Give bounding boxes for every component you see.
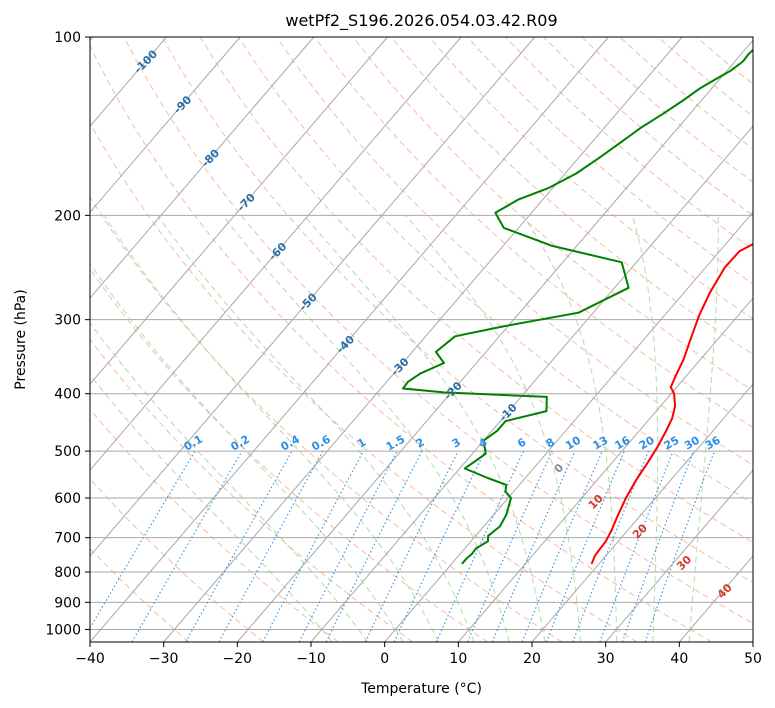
dry-adiabat — [390, 37, 753, 355]
dry-adiabat — [90, 338, 414, 642]
moist-adiabat — [222, 214, 510, 642]
isotherm — [90, 37, 536, 557]
x-axis-label: Temperature (°C) — [360, 681, 482, 697]
moist-adiabat — [688, 215, 719, 642]
mixing-ratio-line — [262, 450, 364, 642]
x-tick-label: 30 — [597, 651, 615, 667]
y-tick-label: 300 — [54, 313, 81, 329]
isotherm — [90, 37, 609, 642]
y-tick-label: 1000 — [45, 622, 81, 638]
temperature-profile — [590, 242, 753, 565]
y-tick-label: 700 — [54, 531, 81, 547]
isotherm — [90, 37, 241, 213]
plot-frame — [89, 36, 754, 643]
x-tick-label: 40 — [670, 651, 688, 667]
isotherm — [310, 125, 753, 642]
isotherm — [457, 297, 753, 642]
chart-title: wetPf2_S196.2026.054.03.42.R09 — [285, 11, 557, 31]
x-tick-label: −10 — [296, 651, 326, 667]
x-tick-label: −40 — [75, 651, 105, 667]
mixing-ratio-line — [621, 450, 695, 642]
mixing-ratio-line — [466, 450, 553, 642]
mixing-ratio-line — [599, 450, 674, 642]
moist-adiabat — [405, 214, 582, 642]
dry-adiabat — [123, 37, 753, 624]
profile-lines — [402, 48, 753, 565]
dry-adiabat — [90, 44, 712, 642]
dry-adiabat — [581, 37, 753, 183]
y-tick-label: 600 — [54, 491, 81, 507]
moist-adiabat — [90, 262, 404, 642]
y-tick-label: 800 — [54, 565, 81, 581]
y-tick-label: 900 — [54, 595, 81, 611]
mixing-ratio-line — [185, 450, 293, 642]
dry-adiabat — [161, 37, 753, 584]
mixing-ratio-line — [325, 450, 423, 642]
moist-adiabat — [157, 215, 475, 642]
y-tick-label: 100 — [54, 30, 81, 46]
x-tick-label: −20 — [223, 651, 253, 667]
dry-adiabat — [90, 478, 264, 642]
dry-adiabat — [90, 122, 638, 642]
dry-adiabat — [90, 268, 488, 642]
moist-adiabat — [103, 215, 439, 642]
mixing-ratio-line — [218, 450, 324, 642]
mixing-ratio-line — [644, 450, 716, 642]
mixing-ratio-line — [545, 450, 625, 642]
moist-adiabat — [90, 373, 333, 642]
isotherm — [90, 37, 315, 299]
isotherm — [531, 383, 753, 642]
x-tick-label: 0 — [380, 651, 389, 667]
background-grid — [90, 37, 753, 642]
x-tick-label: 10 — [449, 651, 467, 667]
isotherm — [90, 37, 388, 385]
dry-adiabat — [314, 37, 753, 429]
moist-adiabat — [90, 322, 369, 642]
x-tick-label: 50 — [744, 651, 762, 667]
dry-adiabat — [238, 37, 753, 504]
mixing-ratio-line — [521, 450, 603, 642]
dry-adiabat — [619, 37, 753, 150]
moist-adiabat — [631, 215, 659, 642]
x-tick-label: −30 — [149, 651, 179, 667]
mixing-ratio-line — [491, 450, 576, 642]
mixing-ratio-line — [572, 450, 650, 642]
x-tick-label: 20 — [523, 651, 541, 667]
dewpoint-profile — [402, 48, 753, 565]
isotherm — [605, 469, 753, 642]
isotherm — [384, 211, 753, 642]
axes: −40 −30 −20 −10 0 10 20 30 40 50 100 200 300 400 500 60… — [45, 30, 762, 667]
dry-adiabat — [199, 37, 753, 544]
isotherm — [163, 37, 683, 642]
isotherm — [90, 37, 462, 471]
isotherm — [236, 39, 753, 642]
y-tick-label: 200 — [54, 208, 81, 224]
dry-adiabat — [467, 37, 753, 285]
y-tick-label: 500 — [54, 444, 81, 460]
moist-adiabat — [522, 215, 618, 642]
y-axis-label: Pressure (hPa) — [13, 289, 29, 389]
y-tick-label: 400 — [54, 387, 81, 403]
